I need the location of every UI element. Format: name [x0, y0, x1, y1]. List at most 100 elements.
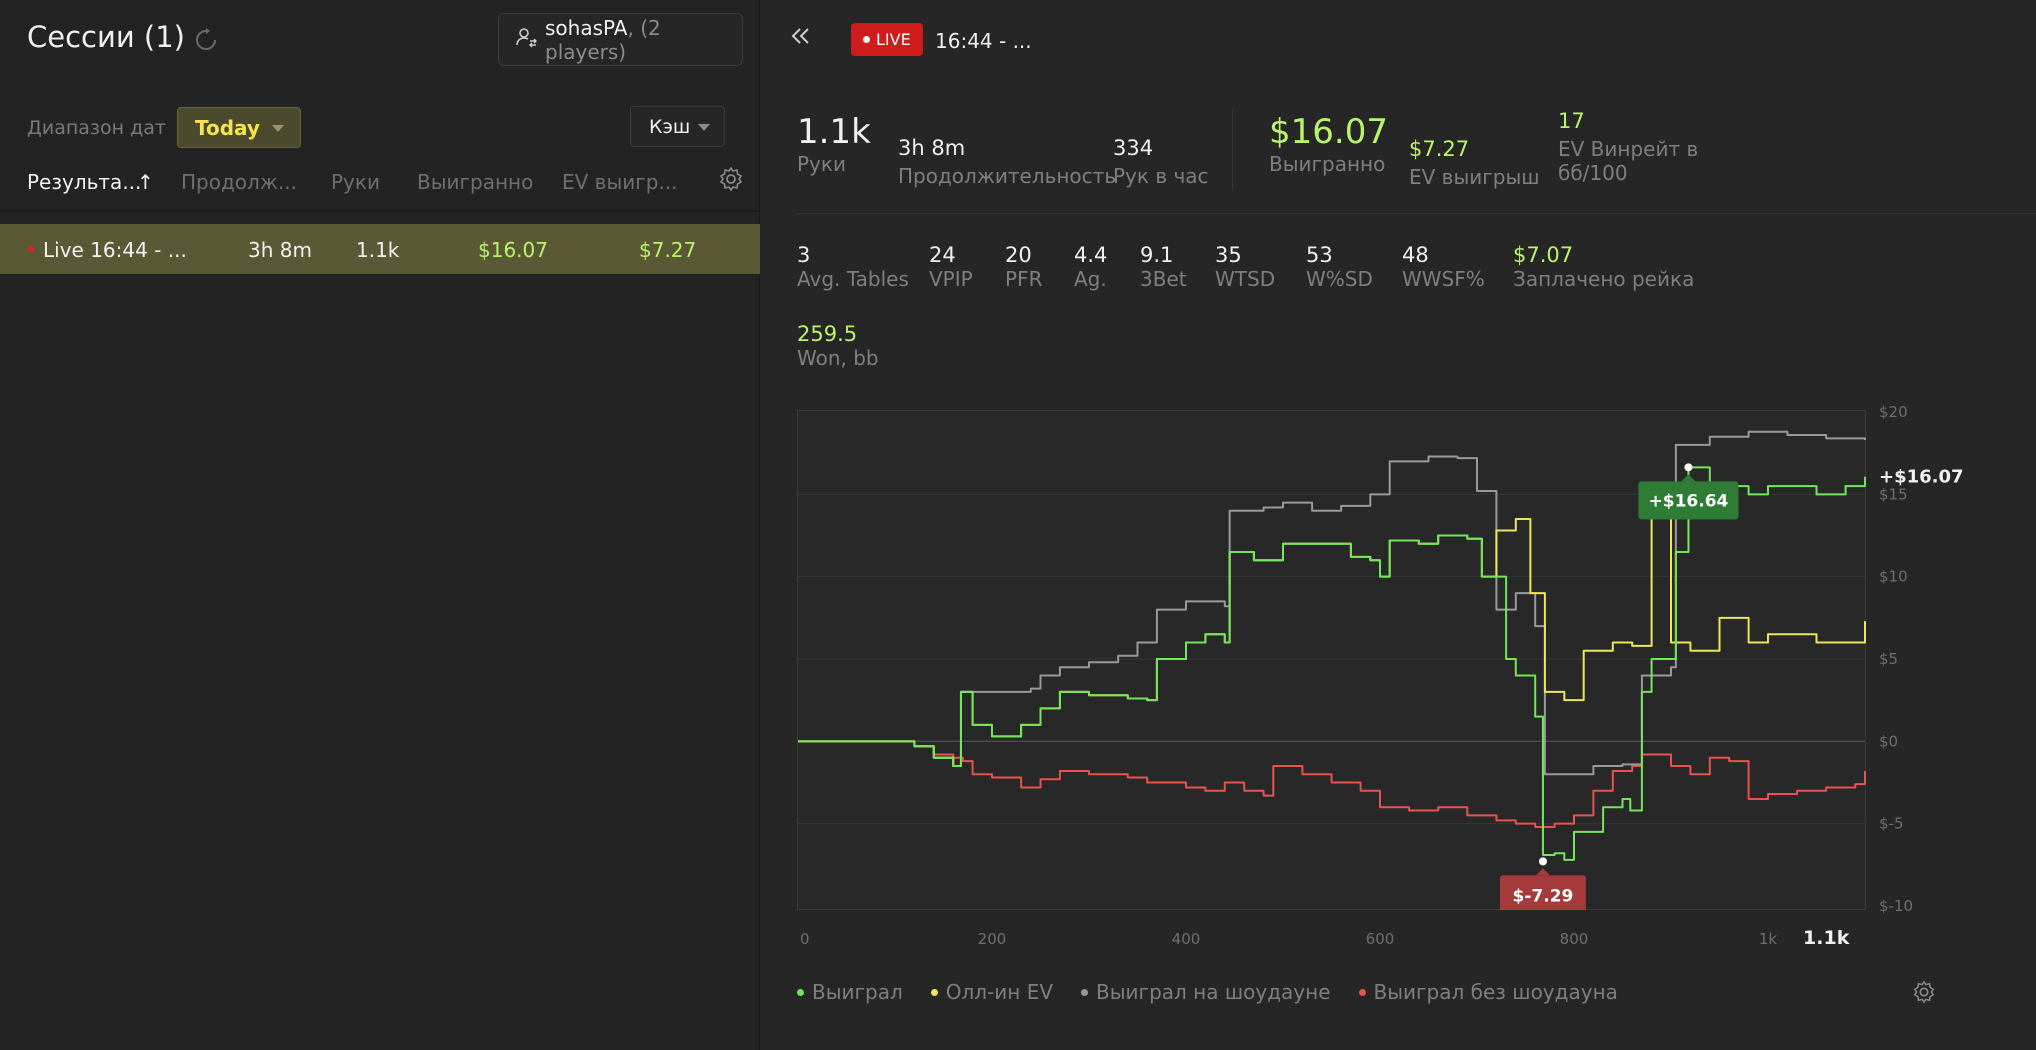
stat-won-bb: 259.5 Won, bb — [797, 322, 879, 370]
stat-ev-won-label: EV выигрыш — [1409, 165, 1540, 189]
stat-label: VPIP — [929, 267, 973, 291]
sort-ascending-icon[interactable]: ↑ — [137, 170, 154, 194]
winnings-chart[interactable]: +$16.64 $-7.29 — [797, 410, 1867, 910]
column-header-result[interactable]: Результа... — [27, 170, 142, 194]
min-label-pointer — [1535, 868, 1550, 876]
legend-item-allin-ev[interactable]: Олл-ин EV — [930, 980, 1054, 1004]
session-title: 16:44 - ... — [935, 29, 1032, 53]
chart-legend: Выиграл Олл-ин EV Выиграл на шоудауне Вы… — [797, 980, 1618, 1004]
legend-label: Олл-ин EV — [945, 980, 1054, 1004]
max-point-marker — [1684, 463, 1693, 472]
collapse-back-icon[interactable] — [789, 24, 813, 48]
stat-hph-value: 334 — [1113, 136, 1154, 160]
stat-ev-won-value: $7.27 — [1409, 137, 1470, 161]
legend-dot-icon — [1358, 988, 1366, 996]
x-tick-label: 800 — [1560, 930, 1589, 948]
date-range-dropdown[interactable]: Today — [177, 107, 301, 148]
stat-ev-winrate: 17 EV Винрейт в бб/100 — [1558, 109, 1698, 185]
header-divider — [0, 210, 760, 212]
sessions-title: Сессии (1) — [27, 20, 185, 54]
live-indicator-icon — [28, 246, 34, 252]
stat-rake-paid: $7.07 Заплачено рейка — [1513, 243, 1694, 291]
stat-label: WTSD — [1215, 267, 1276, 291]
stat-label: Ag. — [1074, 267, 1107, 291]
game-type-dropdown[interactable]: Кэш — [630, 106, 725, 147]
x-tick-label: 200 — [978, 930, 1007, 948]
stat-duration-value: 3h 8m — [898, 136, 966, 160]
stats-separator — [797, 213, 2036, 214]
y-tick-label: $10 — [1879, 568, 1908, 586]
date-range-value: Today — [195, 115, 260, 140]
chevron-down-icon — [698, 124, 710, 131]
stat-pfr: 20 PFR — [1005, 243, 1042, 291]
y-tick-label: $15 — [1879, 485, 1908, 503]
column-header-duration[interactable]: Продолж... — [181, 170, 297, 194]
final-value-label: +$16.07 — [1879, 467, 1964, 488]
min-label-box — [1499, 875, 1586, 910]
legend-item-won[interactable]: Выиграл — [797, 980, 903, 1004]
stat-ev-won: $7.27 EV выигрыш — [1409, 137, 1540, 189]
columns-settings-gear-icon[interactable] — [718, 166, 744, 192]
session-won: $16.07 — [478, 238, 548, 262]
stat-vpip: 24 VPIP — [929, 243, 973, 291]
game-type-value: Кэш — [649, 115, 691, 138]
max-value-label: +$16.64 — [1649, 491, 1729, 511]
max-label-box — [1638, 481, 1739, 520]
stat-duration: 3h 8m Продолжительность — [898, 136, 1116, 188]
user-switch-icon — [515, 26, 537, 53]
stat-label: Won, bb — [797, 346, 879, 370]
legend-dot-icon — [797, 988, 804, 996]
series-line-0 — [798, 466, 1866, 861]
legend-dot-icon — [1081, 988, 1089, 996]
stat-value: $7.07 — [1513, 243, 1574, 267]
stat-value: 24 — [929, 243, 956, 267]
session-detail-panel: LIVE 16:44 - ... 1.1k Руки 3h 8m Продолж… — [761, 0, 2036, 1050]
column-header-won[interactable]: Выигранно — [417, 170, 534, 194]
stat-wtsd: 35 WTSD — [1215, 243, 1275, 291]
stat-duration-label: Продолжительность — [898, 164, 1117, 188]
legend-item-non-showdown[interactable]: Выиграл без шоудауна — [1358, 980, 1618, 1004]
min-value-label: $-7.29 — [1513, 886, 1574, 906]
column-header-ev-won[interactable]: EV выигр... — [562, 170, 678, 194]
live-dot-icon — [863, 36, 870, 43]
stat-label: WWSF% — [1402, 267, 1485, 291]
stat-aggression: 4.4 Ag. — [1074, 243, 1107, 291]
stat-avg-tables: 3 Avg. Tables — [797, 243, 909, 291]
stat-label: Заплачено рейка — [1513, 267, 1695, 291]
stat-value: 9.1 — [1140, 243, 1174, 267]
session-name: Live 16:44 - ... — [43, 238, 187, 262]
session-hands: 1.1k — [356, 238, 400, 262]
stat-won-label: Выигранно — [1269, 152, 1386, 176]
session-duration: 3h 8m — [248, 238, 312, 262]
stat-hands-per-hour: 334 Рук в час — [1113, 136, 1209, 188]
session-row[interactable]: Live 16:44 - ... 3h 8m 1.1k $16.07 $7.27 — [0, 224, 760, 274]
stat-value: 20 — [1005, 243, 1032, 267]
min-point-marker — [1538, 857, 1547, 866]
player-selector[interactable]: sohasPA, (2 players) — [498, 13, 743, 66]
stat-value: 4.4 — [1074, 243, 1108, 267]
y-tick-label: $5 — [1879, 650, 1898, 668]
x-tick-label: 600 — [1366, 930, 1395, 948]
refresh-icon[interactable] — [193, 27, 219, 53]
stat-wsd: 53 W%SD — [1306, 243, 1373, 291]
x-tick-label: 1.1k — [1803, 927, 1850, 949]
legend-label: Выиграл без шоудауна — [1373, 980, 1618, 1004]
stat-value: 35 — [1215, 243, 1242, 267]
player-count: , (2 players) — [545, 15, 661, 64]
chevron-down-icon — [272, 125, 284, 132]
stat-value: 259.5 — [797, 322, 858, 346]
y-tick-label: $0 — [1879, 732, 1898, 750]
stat-label: PFR — [1005, 267, 1043, 291]
x-tick-label: 1k — [1759, 930, 1778, 948]
stat-hands-value: 1.1k — [797, 112, 871, 152]
stat-ev-winrate-label: EV Винрейт в — [1558, 137, 1699, 161]
column-header-hands[interactable]: Руки — [331, 170, 380, 194]
stat-wwsf: 48 WWSF% — [1402, 243, 1485, 291]
x-tick-label: 0 — [800, 930, 810, 948]
stat-won-value: $16.07 — [1269, 112, 1388, 152]
chart-settings-gear-icon[interactable] — [1912, 980, 1936, 1004]
stat-value: 3 — [797, 243, 811, 267]
series-line-3 — [798, 740, 1866, 828]
legend-item-showdown[interactable]: Выиграл на шоудауне — [1081, 980, 1331, 1004]
y-tick-label: $-10 — [1879, 897, 1913, 915]
